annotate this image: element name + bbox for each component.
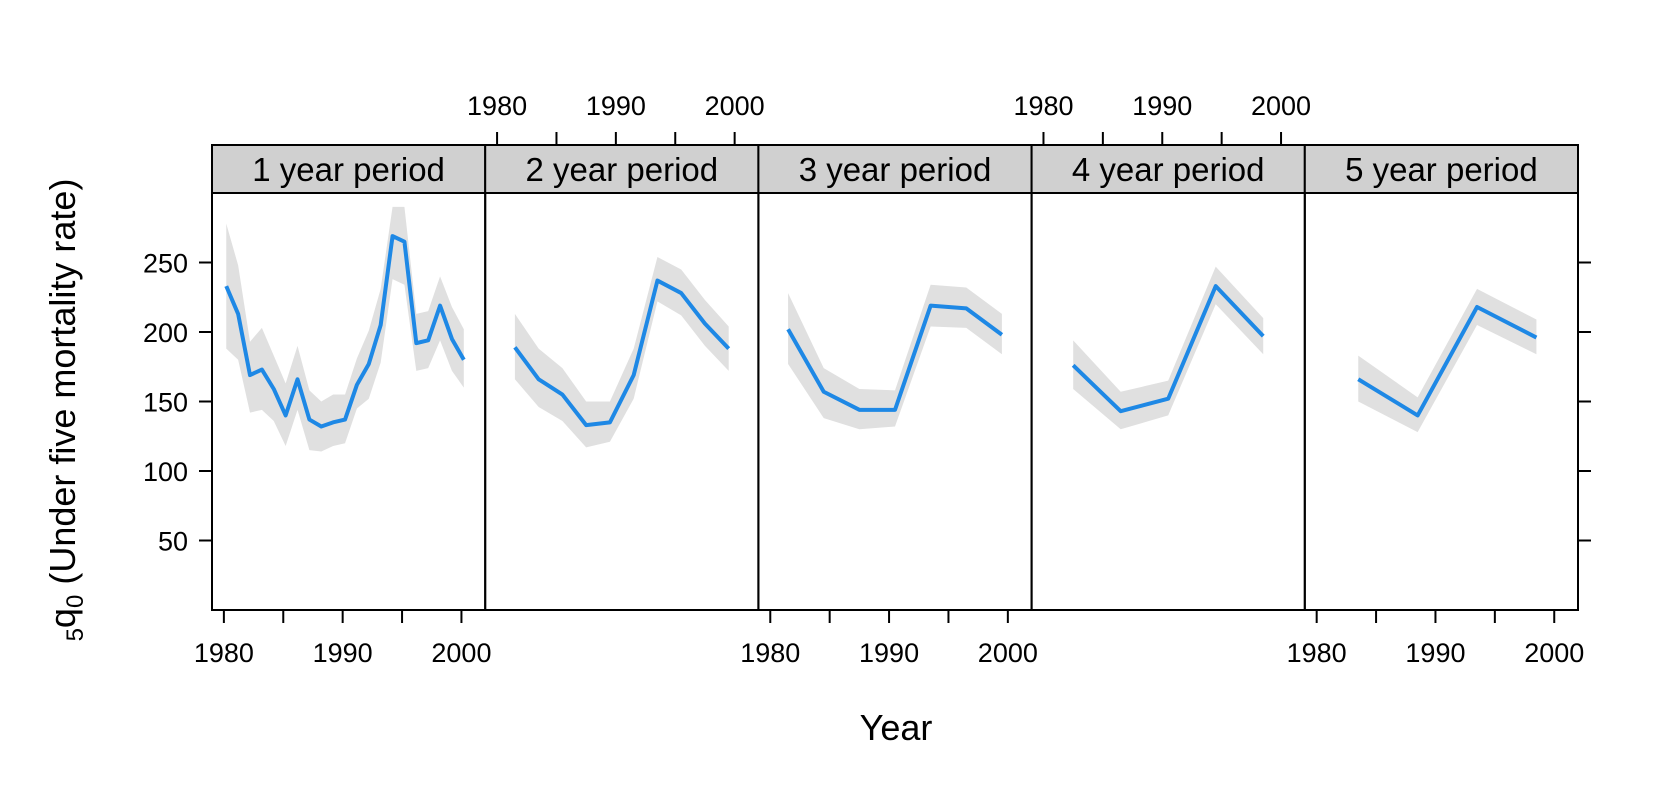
x-tick-label: 1990: [1405, 638, 1465, 668]
series-line: [1071, 284, 1265, 414]
series-line: [224, 234, 466, 429]
strip-box: [757, 144, 1033, 194]
y-tick-label: 50: [158, 527, 188, 557]
confidence-band: [1073, 266, 1264, 430]
panel-5: 5 year period: [1303, 144, 1580, 611]
y-tick-label: 100: [143, 457, 188, 487]
strip-label: 4 year period: [1072, 151, 1265, 188]
strip-label: 3 year period: [799, 151, 992, 188]
strip-label: 5 year period: [1345, 151, 1538, 188]
panel-3: 3 year period: [757, 144, 1033, 611]
confidence-band: [226, 206, 464, 452]
y-axis-title: 5q0 (Under five mortality rate): [42, 179, 89, 642]
strip-box: [211, 144, 487, 194]
x-tick-label: 2000: [705, 91, 765, 121]
confidence-band: [788, 284, 1002, 430]
y-tick-label: 150: [143, 388, 188, 418]
y-tick-label: 200: [143, 318, 188, 348]
x-tick-label: 2000: [431, 638, 491, 668]
confidence-band: [514, 256, 729, 448]
strip-box: [1030, 144, 1306, 194]
panel-1: 1 year period: [211, 144, 487, 611]
strip-box: [1303, 144, 1580, 194]
y-tick-label: 250: [143, 249, 188, 279]
axes: 1980 1990 2000 1980 1990 2000 1980 1990 2000 1980…: [143, 91, 1591, 668]
x-tick-label: 1980: [740, 638, 800, 668]
x-tick-label: 1990: [859, 638, 919, 668]
series-line: [786, 303, 1004, 412]
panels: 1 year period 2 year period 3 year period 4…: [211, 144, 1580, 611]
strip-box: [484, 144, 760, 194]
x-tick-label: 2000: [1524, 638, 1584, 668]
series-line: [513, 278, 731, 428]
y-axis-title-text: (Under five mortality rate): [42, 179, 83, 595]
x-tick-label: 2000: [978, 638, 1038, 668]
x-tick-label: 1980: [1013, 91, 1073, 121]
x-tick-label: 2000: [1251, 91, 1311, 121]
x-tick-label: 1980: [194, 638, 254, 668]
panel-4: 4 year period: [1030, 144, 1306, 611]
x-tick-label: 1990: [313, 638, 373, 668]
y-axis-title-subscript-post: 0: [62, 595, 89, 608]
strip-label: 2 year period: [525, 151, 718, 188]
x-tick-label: 1990: [586, 91, 646, 121]
panel-frame: [1303, 192, 1580, 611]
x-tick-label: 1990: [1132, 91, 1192, 121]
y-axis-title-symbol: q: [42, 608, 83, 628]
y-axis-title-subscript-pre: 5: [62, 628, 89, 641]
x-tick-label: 1980: [467, 91, 527, 121]
x-axis-title: Year: [860, 707, 933, 748]
x-tick-label: 1980: [1287, 638, 1347, 668]
strip-label: 1 year period: [252, 151, 445, 188]
series-line: [1357, 304, 1538, 418]
panel-2: 2 year period: [484, 144, 760, 611]
